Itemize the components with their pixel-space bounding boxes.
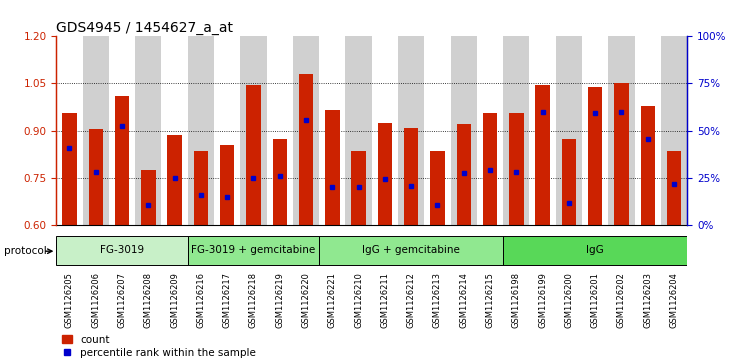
Text: GSM1126210: GSM1126210 <box>354 272 363 328</box>
Bar <box>477 36 503 225</box>
Bar <box>325 110 339 225</box>
Bar <box>503 36 529 225</box>
Bar <box>614 83 629 225</box>
Text: GSM1126214: GSM1126214 <box>460 272 468 328</box>
Bar <box>83 36 109 225</box>
Bar <box>372 36 398 225</box>
Text: GSM1126200: GSM1126200 <box>565 272 573 328</box>
Text: GSM1126199: GSM1126199 <box>538 272 547 328</box>
Bar <box>319 236 503 265</box>
Bar <box>398 36 424 225</box>
Text: FG-3019: FG-3019 <box>100 245 144 255</box>
Bar <box>635 36 661 225</box>
Text: GSM1126207: GSM1126207 <box>118 272 126 328</box>
Text: GSM1126201: GSM1126201 <box>591 272 599 328</box>
Text: GSM1126212: GSM1126212 <box>407 272 415 328</box>
Text: GSM1126221: GSM1126221 <box>328 272 336 328</box>
Text: GSM1126205: GSM1126205 <box>65 272 74 328</box>
Bar <box>293 36 319 225</box>
Bar <box>451 36 477 225</box>
Bar <box>115 96 129 225</box>
Bar <box>188 36 214 225</box>
Text: GSM1126219: GSM1126219 <box>276 272 284 328</box>
Bar <box>56 36 83 225</box>
Bar <box>483 113 497 225</box>
Bar <box>62 113 77 225</box>
Bar <box>89 129 103 225</box>
Bar <box>641 106 655 225</box>
Bar <box>457 125 471 225</box>
Bar <box>246 85 261 225</box>
Text: GSM1126211: GSM1126211 <box>381 272 389 328</box>
Bar <box>109 36 135 225</box>
Bar <box>608 36 635 225</box>
Bar <box>299 74 313 225</box>
Text: GSM1126216: GSM1126216 <box>197 272 205 328</box>
Bar <box>588 87 602 225</box>
Text: GSM1126209: GSM1126209 <box>170 272 179 328</box>
Bar <box>240 36 267 225</box>
Text: GSM1126206: GSM1126206 <box>92 272 100 328</box>
Bar <box>661 36 687 225</box>
Bar <box>509 113 523 225</box>
Bar <box>273 139 287 225</box>
Bar <box>582 36 608 225</box>
Bar <box>378 123 392 225</box>
Text: GSM1126215: GSM1126215 <box>486 272 494 328</box>
Bar <box>188 236 319 265</box>
Text: IgG + gemcitabine: IgG + gemcitabine <box>362 245 460 255</box>
Bar <box>503 236 687 265</box>
Bar <box>424 36 451 225</box>
Text: GSM1126217: GSM1126217 <box>223 272 231 328</box>
Text: GSM1126213: GSM1126213 <box>433 272 442 328</box>
Bar <box>430 151 445 225</box>
Bar <box>267 36 293 225</box>
Bar <box>562 139 576 225</box>
Bar <box>556 36 582 225</box>
Text: GSM1126202: GSM1126202 <box>617 272 626 328</box>
Bar <box>220 145 234 225</box>
Text: GDS4945 / 1454627_a_at: GDS4945 / 1454627_a_at <box>56 21 234 35</box>
Text: GSM1126208: GSM1126208 <box>144 272 152 328</box>
Text: FG-3019 + gemcitabine: FG-3019 + gemcitabine <box>192 245 315 255</box>
Bar <box>319 36 345 225</box>
Bar <box>161 36 188 225</box>
Bar <box>667 151 681 225</box>
Bar <box>345 36 372 225</box>
Text: protocol: protocol <box>4 246 47 256</box>
Bar <box>404 127 418 225</box>
Bar <box>351 151 366 225</box>
Legend: count, percentile rank within the sample: count, percentile rank within the sample <box>62 335 256 358</box>
Text: GSM1126198: GSM1126198 <box>512 272 520 328</box>
Bar <box>529 36 556 225</box>
Bar <box>141 170 155 225</box>
Bar <box>535 85 550 225</box>
Text: IgG: IgG <box>587 245 604 255</box>
Text: GSM1126218: GSM1126218 <box>249 272 258 328</box>
Bar <box>167 135 182 225</box>
Bar <box>194 151 208 225</box>
Bar <box>135 36 161 225</box>
Text: GSM1126220: GSM1126220 <box>302 272 310 328</box>
Bar <box>214 36 240 225</box>
Text: GSM1126203: GSM1126203 <box>644 272 652 328</box>
Text: GSM1126204: GSM1126204 <box>670 272 678 328</box>
Bar <box>56 236 188 265</box>
